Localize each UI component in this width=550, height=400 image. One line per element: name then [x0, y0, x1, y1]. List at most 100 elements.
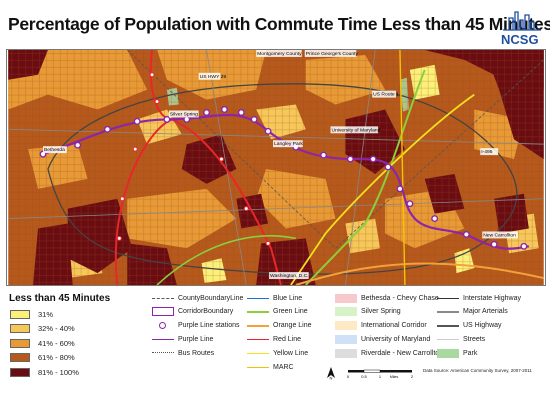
red-line-station[interactable] [116, 235, 122, 241]
legend-symbol-icon [152, 335, 174, 344]
legend-class-row: 81% - 100% [10, 367, 79, 377]
red-line-station[interactable] [154, 99, 160, 105]
legend-class-swatch [10, 338, 30, 348]
red-line-station[interactable] [218, 156, 224, 162]
legend-class-row: 31% [10, 309, 53, 319]
map-label-us-route-1: US Route 1 [373, 92, 399, 98]
purple-line-station[interactable] [203, 108, 211, 116]
purple-line-station[interactable] [237, 108, 245, 116]
purple-line-station[interactable] [431, 215, 439, 223]
legend-item: US Highway [437, 321, 502, 331]
scale-tick-3: 2 [411, 374, 414, 379]
purple-line-station[interactable] [369, 155, 377, 163]
legend-item-label: Bethesda - Chevy Chase [361, 294, 439, 302]
red-line-station[interactable] [132, 146, 138, 152]
ncsg-logo-icon [503, 11, 541, 31]
purple-line-station[interactable] [133, 117, 141, 125]
legend-item: Major Arterials [437, 307, 508, 317]
map-label-bethesda: Bethesda [44, 147, 65, 153]
legend-symbol-icon [152, 307, 174, 317]
legend-class-swatch [10, 324, 30, 333]
purple-line-station[interactable] [384, 163, 392, 171]
legend-item: University of Maryland [335, 334, 430, 344]
purple-line-station[interactable] [163, 115, 171, 123]
legend-item-label: CorridorBoundary [178, 308, 234, 316]
legend-class-row: 32% - 40% [10, 324, 75, 334]
map-labels: Montgomery County Prince George's County… [42, 50, 518, 279]
purple-line-station[interactable] [264, 127, 272, 135]
legend-item-label: Riverdale - New Carrollton [361, 349, 444, 357]
legend-item: Bus Routes [152, 348, 214, 358]
legend-item: Silver Spring [335, 307, 401, 317]
purple-line-station[interactable] [490, 240, 498, 248]
legend-class-swatch [10, 367, 30, 377]
legend-item: Interstate Highway [437, 293, 521, 303]
legend-item-label: MARC [273, 363, 294, 371]
purple-line-station[interactable] [520, 242, 528, 250]
scale-tick-1: 0.5 [361, 374, 367, 379]
legend-symbol-icon [437, 294, 459, 303]
legend-item-label: Park [463, 349, 478, 357]
legend-class-swatch [10, 353, 30, 362]
legend-symbol-icon [437, 348, 459, 358]
legend-item: Riverdale - New Carrollton [335, 348, 443, 358]
legend-symbol-icon [247, 294, 269, 303]
purple-line-station[interactable] [320, 151, 328, 159]
red-line-stations [116, 72, 271, 246]
legend-item-label: Yellow Line [273, 349, 309, 357]
legend-title: Less than 45 Minutes [9, 293, 111, 304]
legend-item: Bethesda - Chevy Chase [335, 293, 439, 303]
legend-symbol-icon [247, 335, 269, 344]
purple-line-station[interactable] [462, 230, 470, 238]
legend-item: Park [437, 348, 477, 358]
legend-item: CorridorBoundary [152, 307, 233, 317]
legend-item-label: Streets [463, 335, 486, 343]
legend-symbol-icon [247, 307, 269, 316]
north-arrow-icon: N [327, 367, 335, 381]
marc-line [399, 50, 406, 285]
purple-line-station[interactable] [220, 106, 228, 113]
purple-line-station[interactable] [183, 115, 191, 123]
legend-item-label: US Highway [463, 322, 502, 330]
legend-item-label: Silver Spring [361, 308, 401, 316]
page-title: Percentage of Population with Commute Ti… [8, 14, 550, 34]
green-line-south [156, 235, 296, 285]
legend-item: International Corridor [335, 321, 427, 331]
map-canvas[interactable]: Montgomery County Prince George's County… [6, 49, 546, 286]
red-line-station[interactable] [265, 240, 271, 246]
svg-text:N: N [330, 376, 333, 381]
red-line-east [171, 118, 282, 285]
purple-line-station[interactable] [396, 185, 404, 193]
legend-item-label: CountyBoundaryLine [178, 294, 244, 302]
legend-item: Purple Line stations [152, 321, 239, 331]
purple-line-station[interactable] [250, 115, 258, 123]
legend-item: Orange Line [247, 321, 312, 331]
legend-symbol-icon [247, 321, 269, 330]
map-label-new-carrollton: New Carrollton [483, 232, 516, 238]
legend-class-row: 41% - 60% [10, 338, 75, 348]
purple-line-station[interactable] [103, 125, 111, 133]
legend-item-label: Interstate Highway [463, 294, 521, 302]
legend-item: Red Line [247, 334, 301, 344]
legend-item: CountyBoundaryLine [152, 293, 243, 303]
legend-symbol-icon [335, 307, 357, 317]
legend-symbol-icon [437, 321, 459, 330]
legend-item-label: International Corridor [361, 322, 427, 330]
legend-item: Blue Line [247, 293, 302, 303]
red-line-station[interactable] [243, 206, 249, 212]
red-line-station[interactable] [149, 72, 155, 78]
red-line-station[interactable] [119, 196, 125, 202]
purple-line-station[interactable] [346, 155, 354, 163]
legend-item: MARC [247, 362, 294, 372]
data-source: Data Source: American Community Survey, … [423, 368, 532, 373]
legend-class-label: 81% - 100% [38, 367, 79, 377]
purple-line-station[interactable] [406, 200, 414, 208]
scale-unit: Miles [390, 375, 398, 379]
legend-item-label: Orange Line [273, 322, 312, 330]
legend-symbol-icon [335, 293, 357, 303]
purple-line-station[interactable] [74, 141, 82, 149]
legend-symbol-icon [152, 321, 174, 330]
legend-item-label: University of Maryland [361, 335, 431, 343]
legend-class-label: 32% - 40% [38, 324, 75, 333]
map-label-prince-georges: Prince George's County [306, 51, 359, 57]
